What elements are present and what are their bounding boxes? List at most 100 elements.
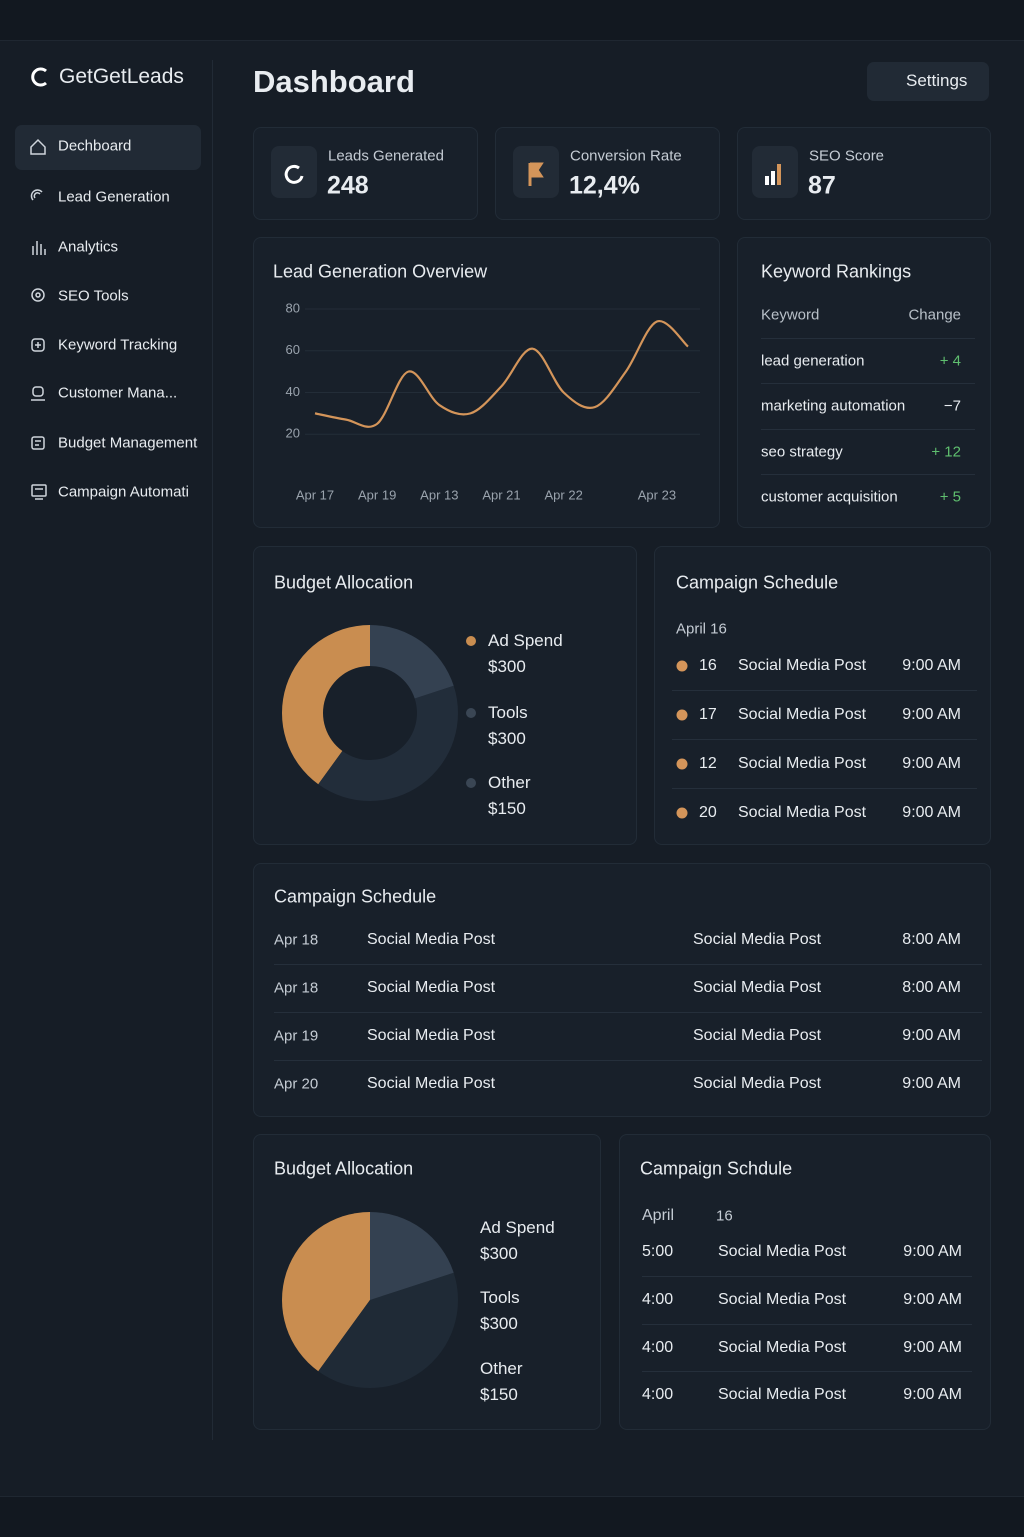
stat-card bbox=[737, 127, 991, 220]
nav-item[interactable]: Budget Management bbox=[58, 434, 198, 452]
schedule-day: 12 bbox=[699, 755, 717, 772]
schedule-day: 17 bbox=[699, 706, 717, 723]
sidebar-divider bbox=[212, 60, 213, 1440]
stat-value: 87 bbox=[808, 171, 836, 200]
row-separator bbox=[672, 788, 977, 789]
row-separator bbox=[642, 1371, 972, 1372]
stat-icon bbox=[528, 162, 544, 186]
keyword: lead generation bbox=[761, 352, 865, 370]
slice bbox=[318, 1272, 458, 1388]
column-header: Keyword bbox=[761, 306, 820, 324]
stat-label: Conversion Rate bbox=[570, 147, 682, 165]
legend-value: $300 bbox=[488, 657, 526, 676]
legend-label: Ad Spend bbox=[488, 631, 563, 650]
nav-item[interactable]: Keyword Tracking bbox=[58, 336, 178, 354]
nav-icons bbox=[30, 138, 47, 500]
row-separator bbox=[274, 964, 982, 965]
x-tick-label: Apr 21 bbox=[482, 487, 520, 502]
schedule-time: 9:00 AM bbox=[902, 804, 961, 821]
schedule-event: Social Media Post bbox=[693, 931, 822, 948]
rank-change: + 12 bbox=[931, 443, 961, 461]
schedule-time: 9:00 AM bbox=[903, 1386, 962, 1403]
stat-value: 12,4% bbox=[569, 171, 640, 200]
schedule-date: Apr 20 bbox=[274, 1075, 319, 1093]
nav-item[interactable]: Lead Generation bbox=[58, 188, 170, 206]
rank-change: + 4 bbox=[939, 352, 961, 370]
legend-value: $300 bbox=[480, 1244, 518, 1263]
schedule-event: Social Media Post bbox=[718, 1291, 847, 1308]
schedule-event: Social Media Post bbox=[738, 657, 867, 674]
nav-item[interactable]: Campaign Automati bbox=[58, 483, 189, 501]
settings-label[interactable]: Settings bbox=[906, 71, 968, 90]
schedule-time: 9:00 AM bbox=[903, 1339, 962, 1356]
row-separator bbox=[761, 338, 975, 339]
schedule-event: Social Media Post bbox=[693, 1027, 822, 1044]
stat-label: SEO Score bbox=[809, 147, 885, 165]
row-separator bbox=[761, 383, 975, 384]
schedule-event: Social Media Post bbox=[738, 755, 867, 772]
legend-label: Ad Spend bbox=[480, 1218, 555, 1237]
keyword-card bbox=[737, 237, 991, 528]
slice bbox=[318, 685, 458, 801]
keyword: seo strategy bbox=[761, 443, 843, 461]
chart-title: Lead Generation Overview bbox=[273, 261, 488, 282]
card-title: Keyword Rankings bbox=[761, 261, 912, 282]
schedule-event: Social Media Post bbox=[367, 1027, 496, 1044]
y-tick-label: 20 bbox=[286, 426, 300, 441]
nav-item[interactable]: SEO Tools bbox=[58, 287, 129, 305]
schedule-dot bbox=[676, 709, 688, 721]
legend-value: $150 bbox=[488, 799, 526, 818]
settings-button[interactable] bbox=[867, 62, 989, 101]
nav-item[interactable]: Dechboard bbox=[58, 137, 132, 155]
legend-dot bbox=[466, 708, 476, 718]
page-title: Dashboard bbox=[253, 64, 415, 99]
slice bbox=[370, 1212, 454, 1300]
schedule-card bbox=[619, 1134, 991, 1430]
stat-icon bbox=[284, 164, 304, 184]
schedule-dot bbox=[676, 758, 688, 770]
card-title: Campaign Schedule bbox=[274, 886, 437, 907]
legend-label: Tools bbox=[480, 1288, 520, 1307]
schedule-date: Apr 19 bbox=[274, 1027, 319, 1045]
schedule-dot bbox=[676, 660, 688, 672]
rank-change: + 5 bbox=[939, 488, 961, 506]
schedule-event: Social Media Post bbox=[367, 1075, 496, 1092]
row-separator bbox=[672, 690, 977, 691]
schedule-event: Social Media Post bbox=[367, 931, 496, 948]
x-tick-label: Apr 13 bbox=[420, 487, 458, 502]
schedule-time: 9:00 AM bbox=[902, 1075, 961, 1092]
schedule-event: Social Media Post bbox=[718, 1243, 847, 1260]
row-separator bbox=[672, 739, 977, 740]
schedule-card bbox=[654, 546, 991, 845]
card-title: Budget Allocation bbox=[274, 572, 414, 593]
legend-dot bbox=[466, 778, 476, 788]
legend-label: Other bbox=[488, 773, 531, 792]
legend-label: Other bbox=[480, 1359, 523, 1378]
slice bbox=[282, 1212, 370, 1372]
column-header: Change bbox=[908, 306, 961, 324]
schedule-start: 5:00 bbox=[642, 1243, 674, 1260]
schedule-card bbox=[253, 863, 991, 1117]
x-tick-label: Apr 19 bbox=[358, 487, 396, 502]
stat-icon bbox=[765, 171, 775, 185]
row-separator bbox=[642, 1276, 972, 1277]
schedule-event: Social Media Post bbox=[738, 804, 867, 821]
schedule-event: Social Media Post bbox=[718, 1339, 847, 1356]
schedule-time: 8:00 AM bbox=[902, 979, 961, 996]
nav-item[interactable]: Analytics bbox=[58, 238, 119, 256]
line bbox=[314, 320, 689, 428]
nav-item[interactable]: Customer Mana... bbox=[58, 384, 178, 402]
x-tick-label: Apr 23 bbox=[638, 487, 676, 502]
schedule-event: Social Media Post bbox=[718, 1386, 847, 1403]
schedule-time: 8:00 AM bbox=[902, 931, 961, 948]
card-title: Campaign Schedule bbox=[676, 572, 839, 593]
x-tick-label: Apr 22 bbox=[545, 487, 583, 502]
brand-icon bbox=[31, 67, 47, 87]
schedule-time: 9:00 AM bbox=[903, 1243, 962, 1260]
schedule-time: 9:00 AM bbox=[902, 755, 961, 772]
slice bbox=[370, 625, 454, 699]
card-title: Budget Allocation bbox=[274, 1158, 414, 1179]
schedule-event: Social Media Post bbox=[693, 1075, 822, 1092]
stat-label: Leads Generated bbox=[328, 147, 444, 165]
